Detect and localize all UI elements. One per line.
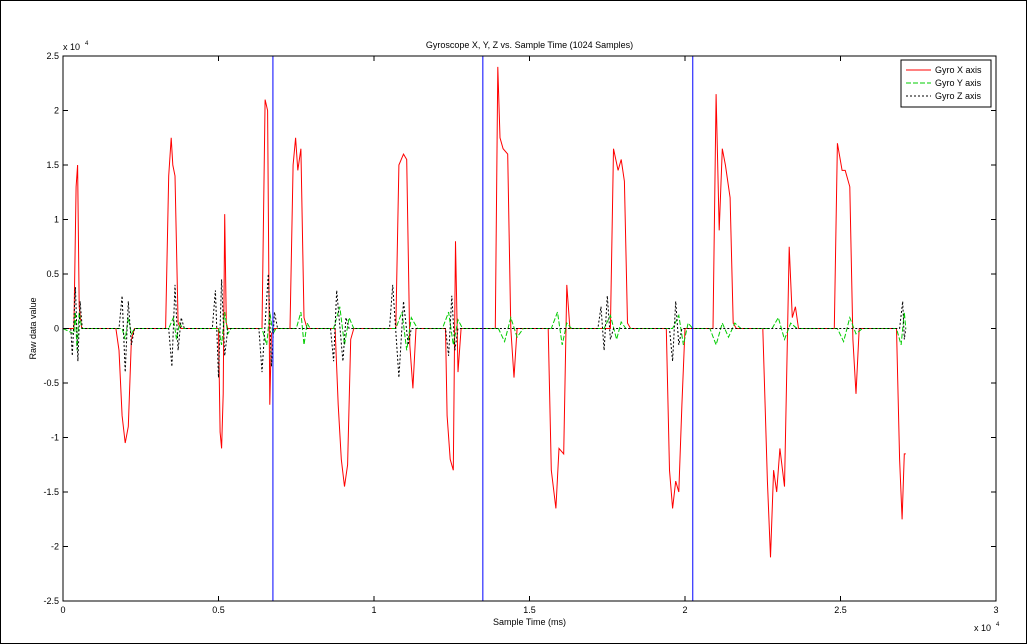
y-axis-multiplier: x 10 4 <box>63 41 89 52</box>
y-axis-label: Raw data value <box>28 297 38 359</box>
series-line-3 <box>63 273 907 378</box>
y-tick-label: 1.5 <box>46 160 59 170</box>
y-tick-label: -1 <box>51 433 59 443</box>
x-tick-label: 0 <box>60 605 65 615</box>
legend-label-2: Gyro Y axis <box>935 78 982 88</box>
axes: 0 0.5 1 1.5 2 2.5 3 -2.5 -2 -1.5 -1 -0.5 0 0.5 1 1.5 2 2.… <box>43 51 998 615</box>
x-multiplier-exponent: 4 <box>996 622 1000 628</box>
legend-label-1: Gyro X axis <box>935 65 982 75</box>
y-tick-label: -1.5 <box>43 487 59 497</box>
y-tick-label: 1 <box>54 215 59 225</box>
x-tick-label: 0.5 <box>212 605 225 615</box>
y-tick-label: 2.5 <box>46 51 59 61</box>
x-tick-label: 1.5 <box>523 605 536 615</box>
x-tick-label: 3 <box>993 605 998 615</box>
x-tick-label: 2 <box>682 605 687 615</box>
y-tick-label: 0.5 <box>46 269 59 279</box>
chart-title: Gyroscope X, Y, Z vs. Sample Time (1024 … <box>426 40 633 50</box>
y-tick-label: -2.5 <box>43 596 59 606</box>
y-tick-label: 2 <box>54 106 59 116</box>
x-tick-label: 2.5 <box>834 605 847 615</box>
x-tick-label: 1 <box>371 605 376 615</box>
x-multiplier-base: x 10 <box>974 623 991 633</box>
x-axis-multiplier: x 10 4 <box>974 622 1000 633</box>
series-line-1 <box>63 66 906 558</box>
legend: Gyro X axis Gyro Y axis Gyro Z axis <box>900 59 992 108</box>
y-tick-label: -2 <box>51 542 59 552</box>
y-multiplier-exponent: 4 <box>85 41 89 47</box>
y-multiplier-base: x 10 <box>63 42 80 52</box>
plot-marks <box>62 56 907 601</box>
y-tick-label: -0.5 <box>43 378 59 388</box>
legend-label-3: Gyro Z axis <box>935 91 982 101</box>
y-tick-label: 0 <box>54 324 59 334</box>
x-axis-label: Sample Time (ms) <box>493 617 566 627</box>
